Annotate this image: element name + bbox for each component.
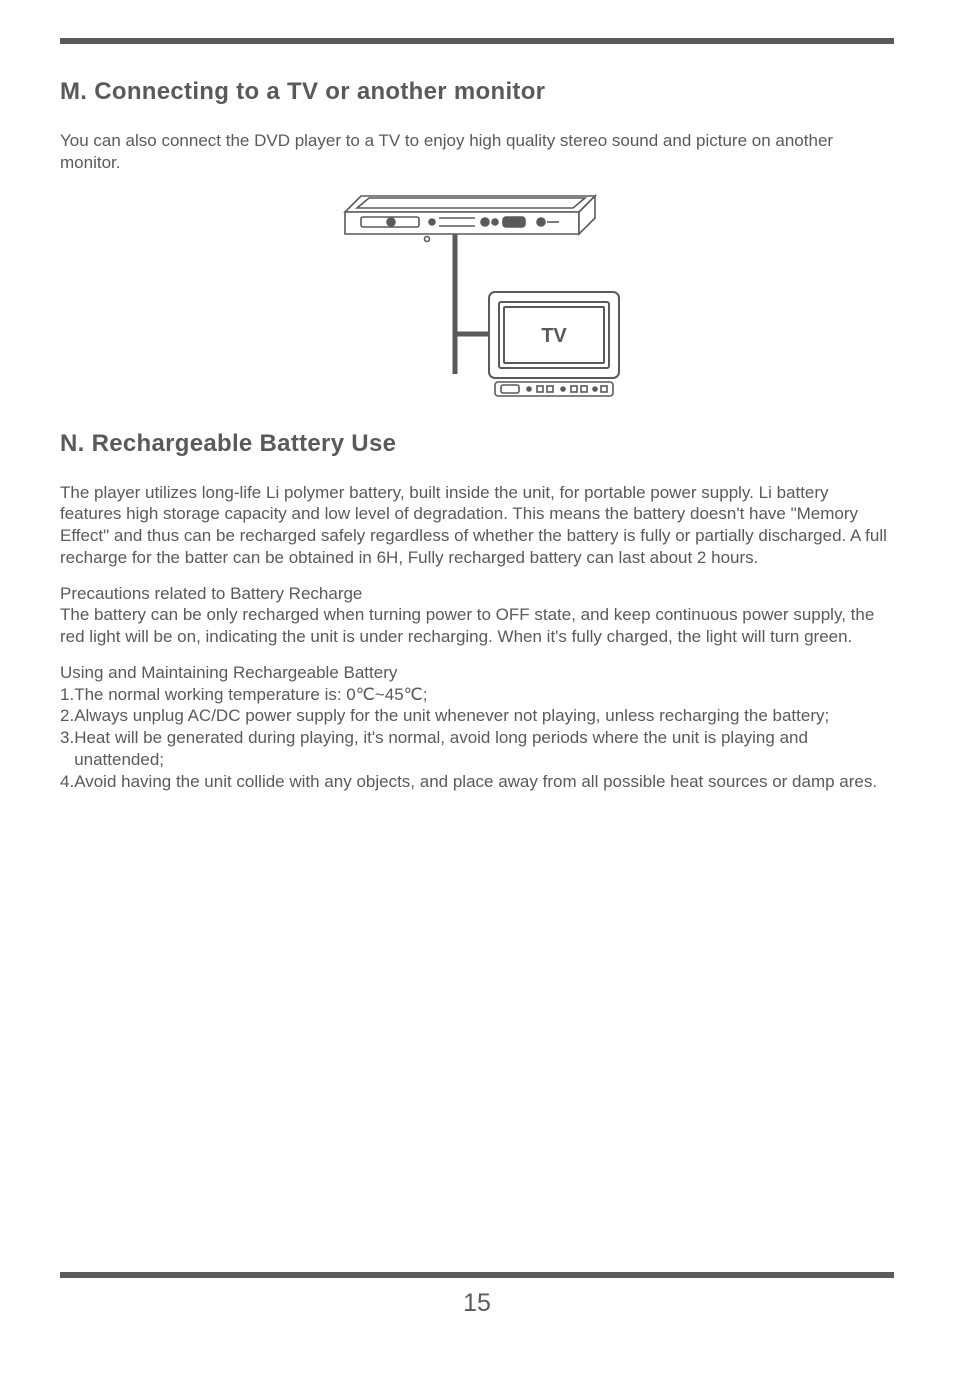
precautions-heading: Precautions related to Battery Recharge xyxy=(60,583,894,605)
list-item-text: The normal working temperature is: 0℃~45… xyxy=(74,684,894,706)
list-item-number: 2. xyxy=(60,705,74,727)
precautions-body: The battery can be only recharged when t… xyxy=(60,604,894,648)
list-item: 2. Always unplug AC/DC power supply for … xyxy=(60,705,894,727)
section-n-title: N. Rechargeable Battery Use xyxy=(60,430,894,458)
list-item-text: Always unplug AC/DC power supply for the… xyxy=(74,705,894,727)
bottom-rule xyxy=(60,1272,894,1278)
tv-label: TV xyxy=(541,325,567,347)
list-item: 3. Heat will be generated during playing… xyxy=(60,727,894,771)
top-rule xyxy=(60,38,894,44)
list-item-text: Avoid having the unit collide with any o… xyxy=(74,771,894,793)
section-m-intro: You can also connect the DVD player to a… xyxy=(60,130,894,174)
list-item-number: 1. xyxy=(60,684,74,706)
page-number: 15 xyxy=(60,1289,894,1318)
list-item: 4. Avoid having the unit collide with an… xyxy=(60,771,894,793)
list-item-number: 4. xyxy=(60,771,74,793)
connection-diagram: TV xyxy=(60,184,894,404)
using-heading: Using and Maintaining Rechargeable Batte… xyxy=(60,662,894,684)
list-item-number: 3. xyxy=(60,727,74,771)
section-m-title: M. Connecting to a TV or another monitor xyxy=(60,78,894,106)
section-n-para1: The player utilizes long-life Li polymer… xyxy=(60,482,894,569)
list-item: 1. The normal working temperature is: 0℃… xyxy=(60,684,894,706)
using-list: 1. The normal working temperature is: 0℃… xyxy=(60,684,894,793)
list-item-text: Heat will be generated during playing, i… xyxy=(74,727,894,771)
